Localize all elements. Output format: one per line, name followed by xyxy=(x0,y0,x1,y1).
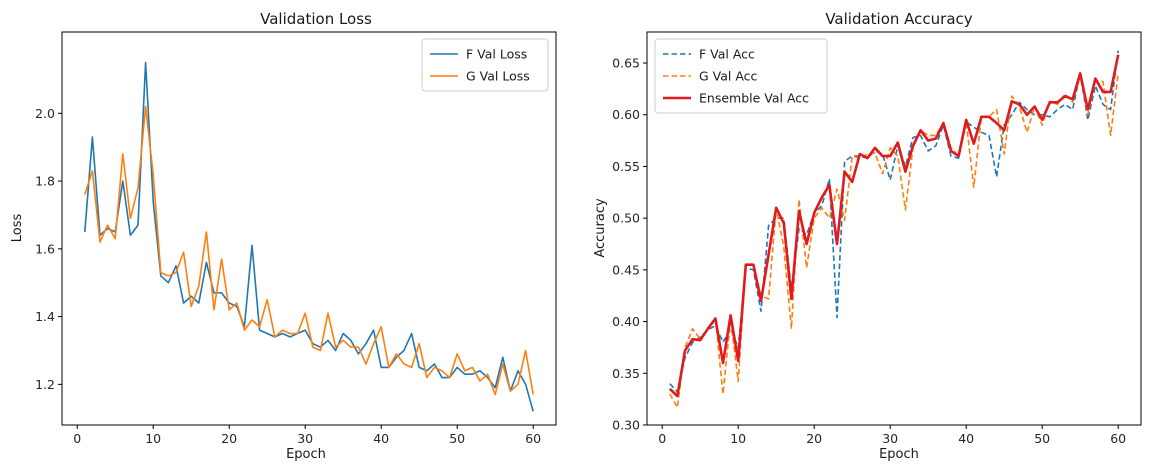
plot-area: 0 10 20 30 40 50 60 0.30 0.35 0.40 0.45 0.50 0.55 0.6… xyxy=(612,31,1142,446)
y-tick-label: 0.60 xyxy=(612,107,640,122)
x-tick-label: 40 xyxy=(373,431,389,446)
x-tick-label: 50 xyxy=(449,431,465,446)
y-tick-label: 0.40 xyxy=(612,314,640,329)
legend-box xyxy=(654,38,828,114)
legend-box xyxy=(421,38,549,92)
y-tick-label: 0.50 xyxy=(612,211,640,226)
y-tick-label: 2.0 xyxy=(35,106,55,121)
legend-label: F Val Acc xyxy=(699,47,755,62)
loss-chart: Validation Loss Epoch Loss 0 10 20 30 40 50 60… xyxy=(10,10,557,462)
legend-label: G Val Acc xyxy=(699,69,758,84)
y-tick-label: 1.2 xyxy=(35,377,55,392)
x-tick-label: 20 xyxy=(806,431,822,446)
y-tick-label: 1.8 xyxy=(35,174,55,189)
legend-label: G Val Loss xyxy=(466,69,530,84)
y-tick-label: 0.55 xyxy=(612,159,640,174)
x-tick-label: 0 xyxy=(658,431,666,446)
y-axis-label: Accuracy xyxy=(593,198,608,258)
x-tick-label: 60 xyxy=(1110,431,1126,446)
x-tick-label: 30 xyxy=(297,431,313,446)
legend: F Val Loss G Val Loss xyxy=(421,38,549,92)
x-axis-label: Epoch xyxy=(879,447,919,462)
y-tick-label: 0.30 xyxy=(612,418,640,433)
y-tick-label: 0.65 xyxy=(612,56,640,71)
y-tick-label: 1.4 xyxy=(35,309,55,324)
plot-frame xyxy=(646,31,1142,426)
y-tick-label: 0.35 xyxy=(612,366,640,381)
x-tick-label: 40 xyxy=(958,431,974,446)
chart-title: Validation Accuracy xyxy=(825,10,972,28)
x-tick-label: 20 xyxy=(221,431,237,446)
x-axis-label: Epoch xyxy=(286,447,326,462)
y-tick-label: 1.6 xyxy=(35,241,55,256)
plot-area: 0 10 20 30 40 50 60 1.2 1.4 1.6 1.8 2.0 xyxy=(35,31,557,446)
y-tick-label: 0.45 xyxy=(612,262,640,277)
series-line-g-val-loss xyxy=(84,105,534,396)
legend-label: F Val Loss xyxy=(466,47,527,62)
accuracy-chart: Validation Accuracy Epoch Accuracy 0 10 20… xyxy=(593,10,1142,462)
x-tick-label: 0 xyxy=(73,431,81,446)
x-tick-label: 10 xyxy=(145,431,161,446)
chart-title: Validation Loss xyxy=(260,10,372,28)
x-tick-label: 60 xyxy=(525,431,541,446)
y-axis-label: Loss xyxy=(10,214,25,243)
x-tick-label: 10 xyxy=(730,431,746,446)
plot-frame xyxy=(61,31,557,426)
series-line-f-val-acc xyxy=(669,50,1119,393)
legend-label: Ensemble Val Acc xyxy=(699,91,809,106)
series-line-ensemble-val-acc xyxy=(668,54,1120,398)
x-tick-label: 50 xyxy=(1034,431,1050,446)
x-tick-label: 30 xyxy=(882,431,898,446)
legend: F Val Acc G Val Acc Ensemble Val Acc xyxy=(654,38,828,114)
